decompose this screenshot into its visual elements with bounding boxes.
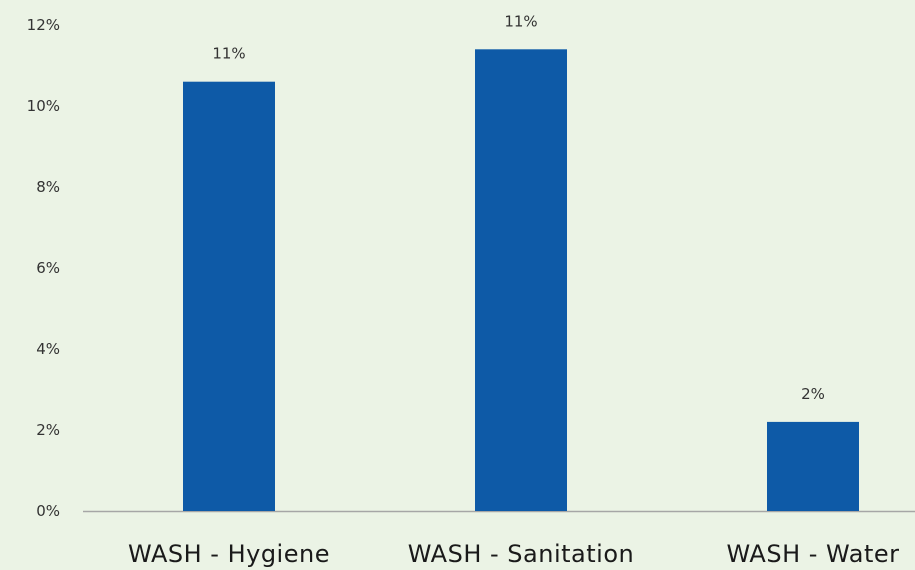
x-category-label: WASH - Hygiene [128,540,330,568]
bar [475,49,567,512]
bar-data-label: 2% [801,385,825,403]
y-tick-label: 4% [36,340,60,358]
bar-data-label: 11% [504,12,537,30]
y-tick-label: 6% [36,259,60,277]
x-category-label: WASH - Water [727,540,900,568]
y-tick-label: 0% [36,502,60,520]
y-axis-ticks: 0% 2% 4% 6% 8% 10% 12% [27,16,60,520]
data-labels-group: 11% 11% 2% [212,12,825,403]
y-tick-label: 12% [27,16,60,34]
y-tick-label: 2% [36,421,60,439]
category-labels-group: WASH - Hygiene WASH - Sanitation WASH - Wa… [128,540,899,568]
y-tick-label: 10% [27,97,60,115]
y-tick-label: 8% [36,178,60,196]
x-category-label: WASH - Sanitation [408,540,634,568]
bar [183,81,275,511]
bars-group [183,49,859,512]
bar-data-label: 11% [212,45,245,63]
bar [767,421,859,511]
